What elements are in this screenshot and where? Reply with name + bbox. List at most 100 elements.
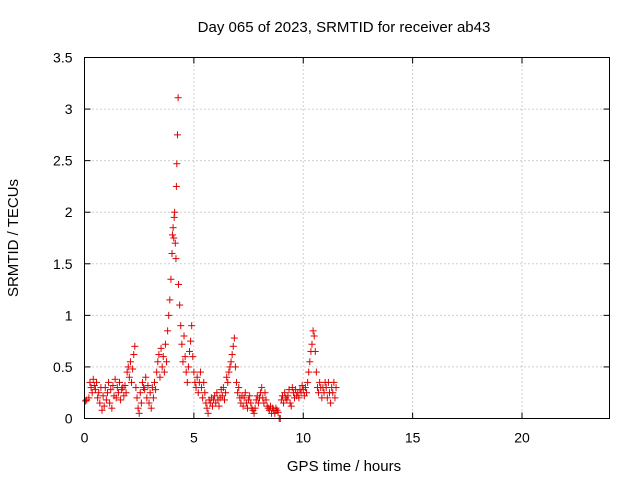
data-point bbox=[168, 249, 176, 257]
data-point bbox=[173, 131, 181, 139]
data-point bbox=[198, 384, 206, 392]
data-point bbox=[134, 404, 142, 412]
data-point bbox=[280, 399, 288, 407]
data-point bbox=[193, 373, 201, 381]
data-point bbox=[175, 280, 183, 288]
data-point bbox=[89, 375, 97, 383]
data-point bbox=[295, 394, 303, 402]
data-point bbox=[149, 394, 157, 402]
data-point bbox=[184, 363, 192, 371]
data-point bbox=[124, 363, 132, 371]
data-point bbox=[172, 255, 180, 263]
data-point bbox=[179, 358, 187, 366]
data-point bbox=[311, 347, 319, 355]
data-point bbox=[135, 409, 143, 417]
data-point bbox=[194, 389, 202, 397]
data-point bbox=[176, 301, 184, 309]
data-point bbox=[309, 327, 317, 335]
data-point bbox=[109, 381, 117, 389]
data-point bbox=[180, 332, 188, 340]
data-point bbox=[262, 396, 270, 404]
data-point bbox=[240, 394, 248, 402]
data-point bbox=[155, 351, 163, 359]
data-point bbox=[181, 353, 189, 361]
data-point bbox=[154, 358, 162, 366]
data-point bbox=[246, 392, 254, 400]
data-point bbox=[147, 404, 155, 412]
data-point bbox=[228, 351, 236, 359]
data-point bbox=[91, 386, 99, 394]
data-point bbox=[196, 368, 204, 376]
data-point bbox=[163, 358, 171, 366]
data-points bbox=[82, 94, 340, 422]
data-point bbox=[186, 347, 193, 355]
data-point bbox=[144, 381, 152, 389]
data-point bbox=[189, 353, 197, 361]
data-point bbox=[105, 378, 113, 386]
data-point bbox=[283, 396, 291, 404]
y-tick-label: 3 bbox=[65, 101, 73, 117]
data-point bbox=[151, 378, 158, 386]
data-point bbox=[85, 394, 93, 402]
data-point bbox=[156, 373, 164, 381]
data-point bbox=[102, 396, 110, 404]
data-point bbox=[173, 160, 181, 168]
data-point bbox=[96, 399, 104, 407]
data-point bbox=[284, 392, 292, 400]
data-point bbox=[332, 384, 340, 392]
data-point bbox=[161, 340, 169, 348]
data-point bbox=[230, 334, 238, 342]
x-tick-labels: 0 5 10 15 20 bbox=[81, 430, 530, 446]
data-point bbox=[166, 296, 174, 304]
data-point bbox=[146, 389, 154, 397]
y-tick-label: 0 bbox=[65, 411, 73, 427]
data-point bbox=[132, 384, 140, 392]
data-point bbox=[258, 384, 266, 392]
data-point bbox=[241, 389, 249, 397]
data-point bbox=[171, 239, 179, 247]
chart-title: Day 065 of 2023, SRMTID for receiver ab4… bbox=[198, 19, 491, 36]
data-point bbox=[100, 402, 108, 410]
data-point bbox=[101, 384, 109, 392]
data-point bbox=[141, 386, 149, 394]
data-point bbox=[103, 389, 111, 397]
data-point bbox=[170, 234, 178, 242]
data-point bbox=[305, 368, 313, 376]
data-point bbox=[112, 394, 120, 402]
data-point bbox=[303, 389, 311, 397]
data-point bbox=[126, 358, 134, 366]
data-point bbox=[215, 402, 223, 410]
data-point bbox=[327, 399, 335, 407]
data-point bbox=[329, 389, 337, 397]
data-point bbox=[88, 389, 96, 397]
y-tick-labels: 0 0.5 1 1.5 2 2.5 3 3.5 bbox=[53, 50, 73, 427]
data-point bbox=[133, 394, 141, 402]
data-point bbox=[107, 386, 115, 394]
data-point bbox=[128, 378, 136, 386]
data-point bbox=[98, 406, 106, 414]
data-point bbox=[168, 231, 176, 239]
data-point bbox=[123, 368, 131, 376]
data-point bbox=[287, 402, 295, 410]
data-point bbox=[274, 408, 282, 416]
data-point bbox=[199, 394, 207, 402]
data-point bbox=[227, 358, 235, 366]
data-point bbox=[125, 373, 133, 381]
data-point bbox=[204, 409, 212, 417]
data-point bbox=[158, 363, 166, 371]
data-point bbox=[231, 363, 239, 371]
data-point bbox=[213, 389, 221, 397]
data-point bbox=[145, 399, 153, 407]
axis-ticks bbox=[84, 57, 610, 419]
y-tick-label: 1 bbox=[65, 307, 73, 323]
data-point bbox=[106, 399, 114, 407]
y-tick-label: 3.5 bbox=[53, 50, 73, 66]
data-point bbox=[178, 340, 186, 348]
data-point bbox=[229, 342, 237, 350]
data-point bbox=[164, 327, 172, 335]
data-point bbox=[208, 402, 216, 410]
data-point bbox=[221, 396, 228, 404]
y-tick-label: 2 bbox=[65, 204, 73, 220]
x-axis-title: GPS time / hours bbox=[287, 458, 401, 475]
plot-frame bbox=[84, 57, 610, 419]
